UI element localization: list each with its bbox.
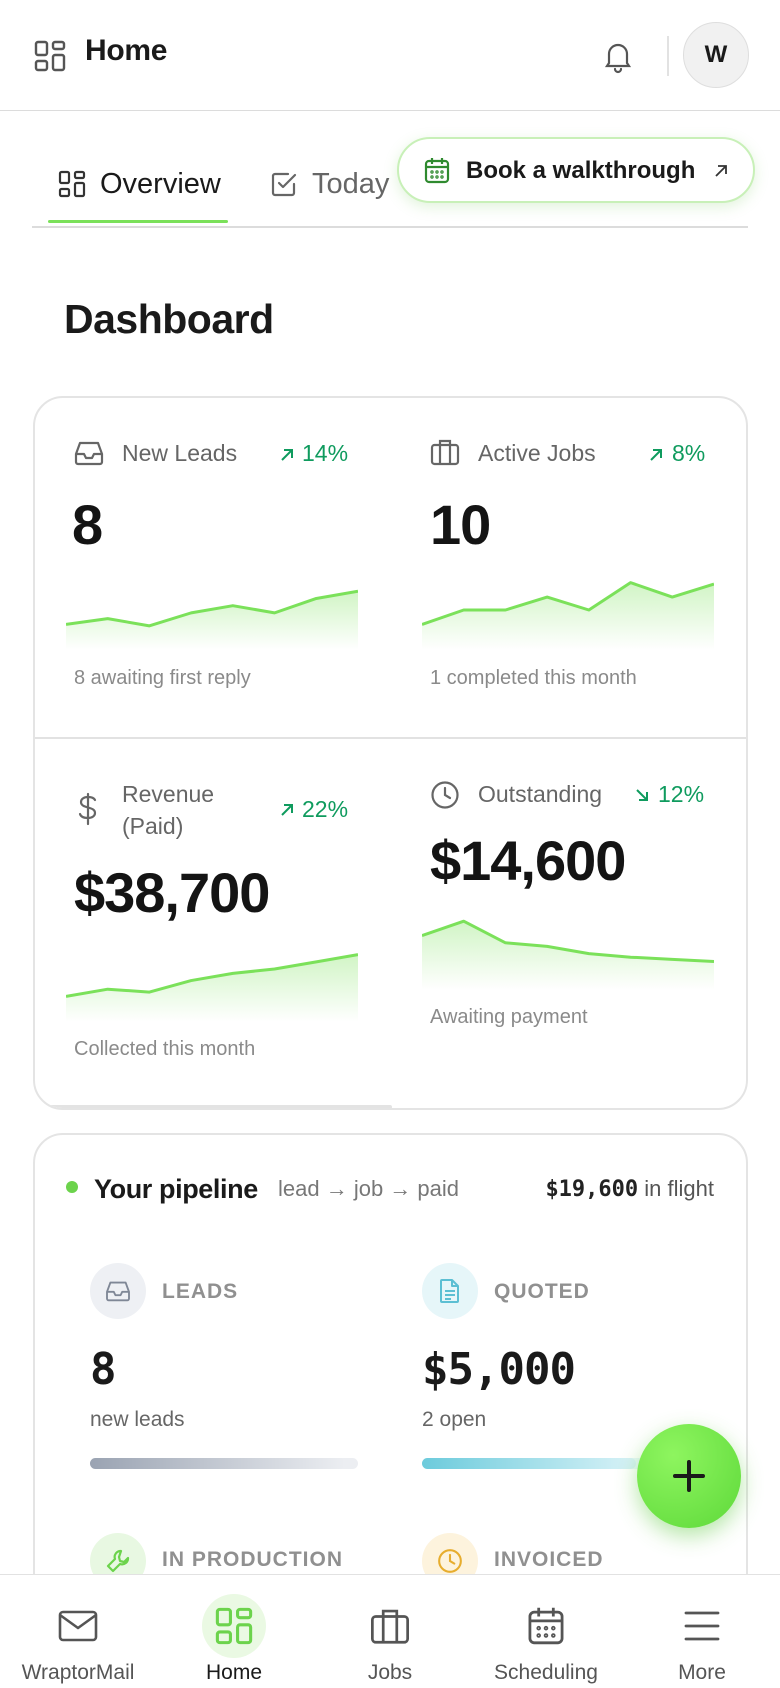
document-icon	[422, 1263, 478, 1319]
sparkline-line	[422, 581, 714, 626]
bottom-nav: WraptorMail Home Jobs Scheduling	[0, 1574, 780, 1688]
metric-subtitle: 8 awaiting first reply	[74, 667, 251, 689]
calendar-icon	[424, 157, 450, 184]
status-dot	[66, 1181, 78, 1193]
page-title: Dashboard	[64, 296, 274, 342]
new-leads-sparkline	[66, 589, 358, 650]
scroll-indicator	[35, 1105, 392, 1108]
app-header: Home W	[0, 0, 780, 111]
stage-name: LEADS	[162, 1280, 239, 1303]
trend-down-icon	[635, 788, 649, 802]
nav-item-jobs[interactable]: Jobs	[312, 1575, 468, 1688]
bell-icon[interactable]	[600, 38, 636, 74]
tab-today[interactable]: Today	[312, 168, 390, 200]
stage-value: 8	[90, 1344, 116, 1395]
book-walkthrough-button[interactable]: Book a walkthrough	[397, 137, 755, 203]
active-tab-indicator	[48, 220, 228, 223]
checkbox-icon	[270, 170, 298, 198]
metric-delta: 12%	[658, 781, 705, 807]
grid-icon	[202, 1594, 266, 1658]
metric-label: New Leads	[122, 440, 238, 466]
trend-up-icon	[280, 803, 294, 817]
metric-value: $38,700	[74, 861, 270, 924]
briefcase-icon	[430, 438, 460, 466]
sparkline-area	[66, 954, 358, 1022]
stage-subtitle: 2 open	[422, 1408, 487, 1431]
clock-icon	[430, 780, 460, 810]
inbox-icon	[90, 1263, 146, 1319]
trend-up-icon	[649, 448, 663, 462]
stage-progress-track	[90, 1458, 358, 1469]
sparkline-line	[66, 589, 358, 628]
mail-icon	[46, 1594, 110, 1658]
metric-label: Active Jobs	[478, 440, 596, 466]
metric-label: Revenue	[122, 781, 215, 807]
metric-subtitle: 1 completed this month	[430, 667, 637, 689]
metric-value: 10	[430, 493, 491, 556]
nav-label: Jobs	[367, 1661, 413, 1684]
metric-label: Outstanding	[478, 781, 603, 807]
stage-name: QUOTED	[494, 1280, 590, 1303]
tabs-divider	[32, 226, 748, 228]
stage-progress-fill	[90, 1458, 345, 1469]
revenue-sparkline	[66, 953, 358, 1022]
nav-item-more[interactable]: More	[624, 1575, 780, 1688]
metric-subtitle: Awaiting payment	[430, 1006, 588, 1028]
nav-item-wraptormail[interactable]: WraptorMail	[0, 1575, 156, 1688]
pipeline-card	[33, 1133, 748, 1633]
stage-value: $5,000	[422, 1344, 576, 1395]
sparkline-line	[422, 919, 714, 964]
nav-label: Home	[205, 1661, 263, 1684]
tab-overview[interactable]: Overview	[100, 168, 221, 200]
header-divider	[667, 36, 669, 76]
avatar[interactable]: W	[683, 22, 749, 88]
pipeline-in-flight: $19,600 in flight	[545, 1176, 714, 1202]
nav-item-home[interactable]: Home	[156, 1575, 312, 1688]
nav-item-scheduling[interactable]: Scheduling	[468, 1575, 624, 1688]
sparkline-line	[66, 953, 358, 998]
plus-icon	[673, 1460, 705, 1492]
nav-label: WraptorMail	[21, 1661, 135, 1684]
trend-up-icon	[280, 448, 294, 462]
in-flight-label: in flight	[644, 1176, 714, 1201]
nav-label: More	[678, 1661, 726, 1684]
stage-name: INVOICED	[494, 1548, 604, 1571]
add-button[interactable]	[637, 1424, 741, 1528]
inbox-icon	[74, 440, 104, 466]
dollar-icon	[76, 792, 100, 826]
menu-icon	[670, 1594, 734, 1658]
grid-icon	[58, 170, 86, 198]
pipeline-flow: lead → job → paid	[278, 1176, 459, 1201]
stage-subtitle: new leads	[90, 1408, 185, 1431]
outstanding-sparkline	[422, 919, 714, 990]
metric-delta: 8%	[672, 440, 706, 466]
grid-icon[interactable]	[34, 40, 66, 72]
in-flight-amount: $19,600	[545, 1177, 639, 1202]
walkthrough-label: Book a walkthrough	[466, 157, 696, 184]
active-jobs-sparkline	[422, 581, 714, 650]
sparkline-area	[422, 582, 714, 650]
arrow-up-right-icon	[713, 163, 729, 179]
metric-value: $14,600	[430, 829, 626, 892]
nav-label: Scheduling	[494, 1661, 598, 1684]
briefcase-icon	[358, 1594, 422, 1658]
metric-label-line2: (Paid)	[122, 813, 184, 839]
metric-value: 8	[72, 493, 103, 556]
stage-progress-track	[422, 1458, 690, 1469]
stage-name: IN PRODUCTION	[162, 1548, 343, 1571]
metric-delta: 22%	[302, 796, 349, 822]
stage-progress-fill	[422, 1458, 637, 1469]
metric-subtitle: Collected this month	[74, 1038, 256, 1060]
card-divider	[35, 737, 746, 739]
sparkline-area	[66, 591, 358, 650]
sparkline-area	[422, 921, 714, 990]
metric-delta: 14%	[302, 440, 349, 466]
calendar-icon	[514, 1594, 578, 1658]
pipeline-title: Your pipeline	[94, 1174, 258, 1204]
page-header-title: Home	[85, 34, 168, 67]
